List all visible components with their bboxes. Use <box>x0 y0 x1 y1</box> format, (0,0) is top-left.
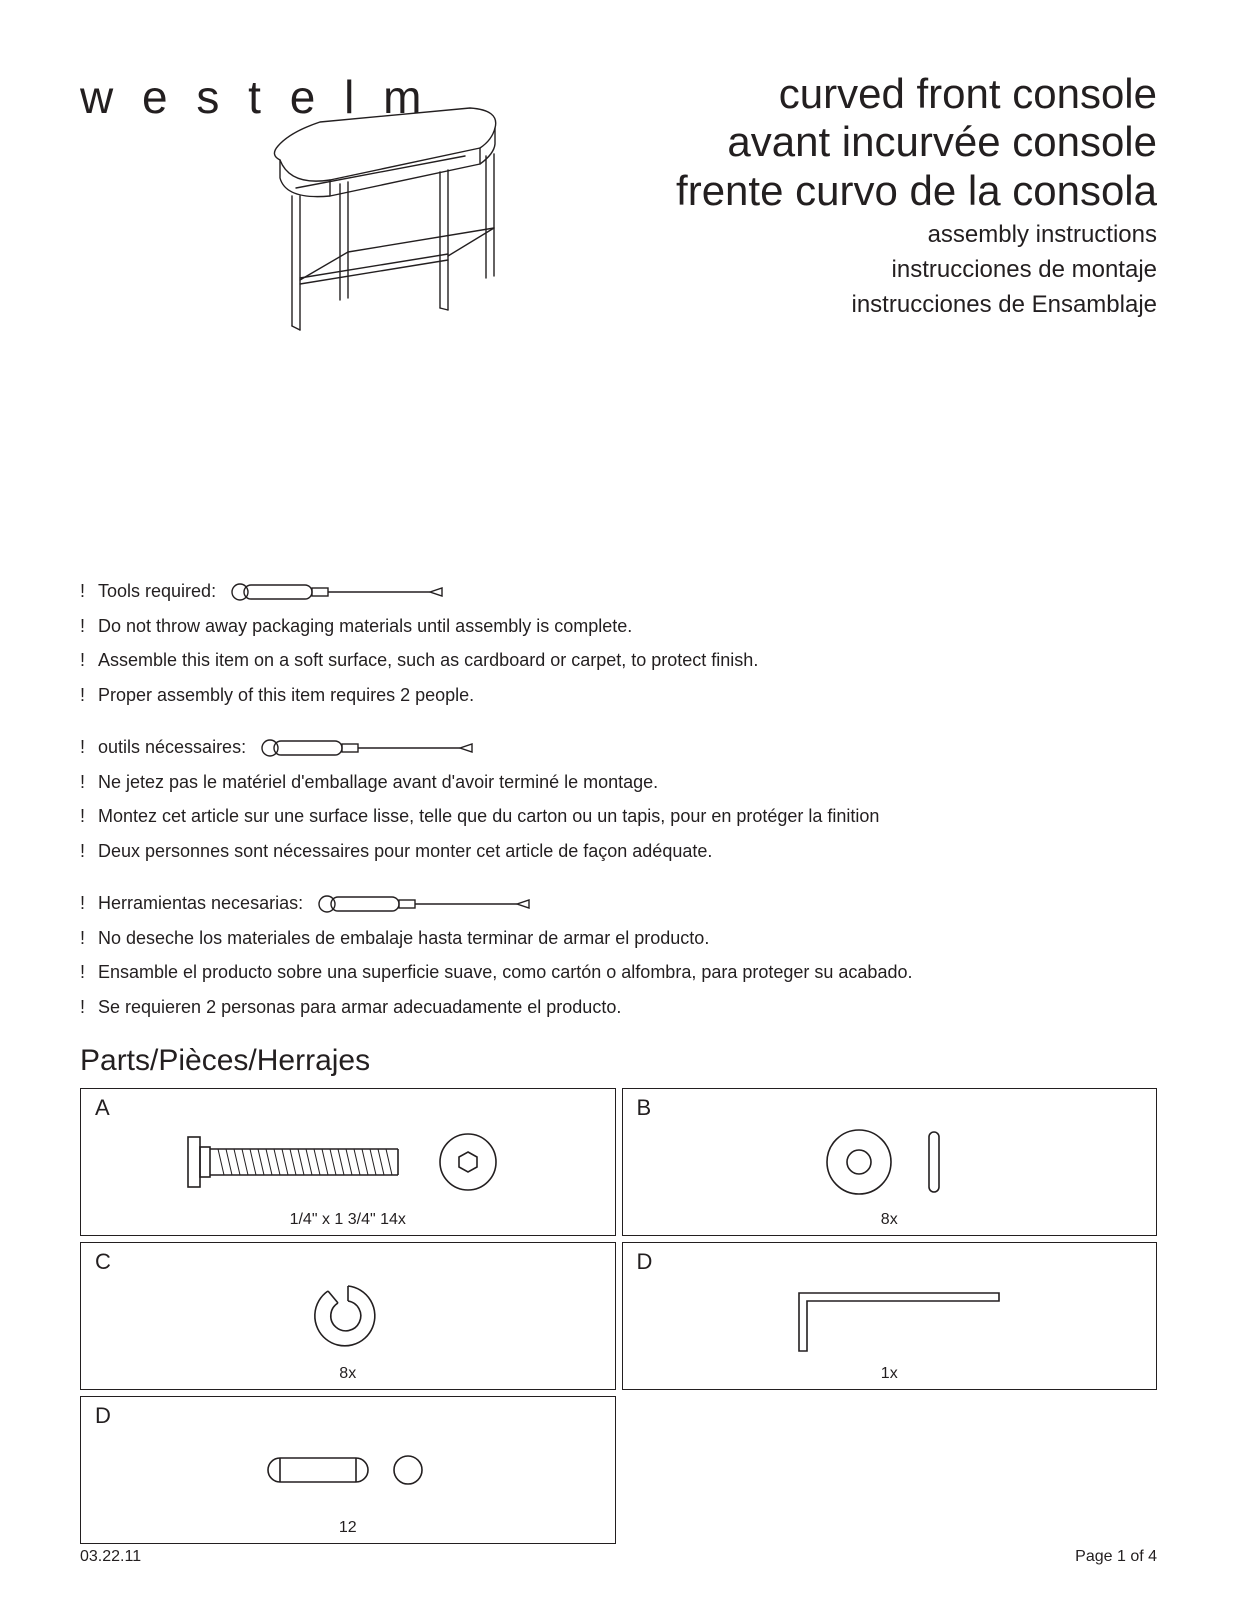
part-d2-illustration <box>228 1430 468 1510</box>
part-a-cell: A <box>80 1088 616 1236</box>
note-en-1-text: Do not throw away packaging materials un… <box>98 615 632 638</box>
note-fr-1-text: Ne jetez pas le matériel d'emballage ava… <box>98 771 658 794</box>
note-en-3-text: Proper assembly of this item requires 2 … <box>98 684 474 707</box>
note-es-1: !No deseche los materiales de embalaje h… <box>80 927 1157 950</box>
subtitle-es: instrucciones de Ensamblaje <box>676 289 1157 320</box>
title-en: curved front console <box>676 70 1157 118</box>
note-en-tools: !Tools required: <box>80 580 1157 603</box>
note-es-1-text: No deseche los materiales de embalaje ha… <box>98 927 709 950</box>
part-c-letter: C <box>95 1249 111 1275</box>
parts-grid: A <box>80 1088 1157 1544</box>
notes-section: !Tools required: !Do not throw away pack… <box>80 580 1157 1018</box>
note-en-3: !Proper assembly of this item requires 2… <box>80 684 1157 707</box>
note-fr-3-text: Deux personnes sont nécessaires pour mon… <box>98 840 712 863</box>
note-fr-2-text: Montez cet article sur une surface lisse… <box>98 805 879 828</box>
part-d-cell: D 1x <box>622 1242 1158 1390</box>
note-fr-1: !Ne jetez pas le matériel d'emballage av… <box>80 771 1157 794</box>
subtitle-fr: instrucciones de montaje <box>676 254 1157 285</box>
subtitle-en: assembly instructions <box>676 219 1157 250</box>
part-c-cell: C 8x <box>80 1242 616 1390</box>
screwdriver-icon <box>260 737 480 759</box>
part-b-cell: B 8x <box>622 1088 1158 1236</box>
note-fr-tools: !outils nécessaires: <box>80 736 1157 759</box>
part-d2-qty: 12 <box>339 1519 357 1537</box>
note-en-2-text: Assemble this item on a soft surface, su… <box>98 649 758 672</box>
note-fr-2: !Montez cet article sur une surface liss… <box>80 805 1157 828</box>
note-es-3: !Se requieren 2 personas para armar adec… <box>80 996 1157 1019</box>
part-d-letter: D <box>637 1249 653 1275</box>
part-b-letter: B <box>637 1095 652 1121</box>
part-d-qty: 1x <box>881 1365 898 1383</box>
part-a-illustration <box>148 1117 548 1207</box>
part-a-qty: 1/4" x 1 3/4" 14x <box>290 1211 406 1229</box>
note-es-2-text: Ensamble el producto sobre una superfici… <box>98 961 912 984</box>
title-es: frente curvo de la consola <box>676 167 1157 215</box>
part-b-illustration <box>779 1117 999 1207</box>
note-en-tools-text: Tools required: <box>98 580 216 603</box>
note-en-1: !Do not throw away packaging materials u… <box>80 615 1157 638</box>
part-c-illustration <box>288 1271 408 1361</box>
part-c-qty: 8x <box>339 1365 356 1383</box>
parts-heading: Parts/Pièces/Herrajes <box>80 1044 1157 1078</box>
note-es-2: !Ensamble el producto sobre una superfic… <box>80 961 1157 984</box>
part-d2-letter: D <box>95 1403 111 1429</box>
note-en-2: !Assemble this item on a soft surface, s… <box>80 649 1157 672</box>
footer-page: Page 1 of 4 <box>1075 1548 1157 1566</box>
screwdriver-icon <box>230 581 450 603</box>
page-footer: 03.22.11 Page 1 of 4 <box>80 1548 1157 1566</box>
footer-date: 03.22.11 <box>80 1548 141 1566</box>
part-d-illustration <box>739 1271 1039 1361</box>
title-block: curved front console avant incurvée cons… <box>676 70 1157 320</box>
note-es-tools: !Herramientas necesarias: <box>80 892 1157 915</box>
screwdriver-icon <box>317 893 537 915</box>
part-d2-cell: D 12 <box>80 1396 616 1544</box>
note-es-tools-text: Herramientas necesarias: <box>98 892 303 915</box>
note-fr-3: !Deux personnes sont nécessaires pour mo… <box>80 840 1157 863</box>
note-fr-tools-text: outils nécessaires: <box>98 736 246 759</box>
part-a-letter: A <box>95 1095 110 1121</box>
note-es-3-text: Se requieren 2 personas para armar adecu… <box>98 996 621 1019</box>
title-fr: avant incurvée console <box>676 118 1157 166</box>
part-b-qty: 8x <box>881 1211 898 1229</box>
console-illustration <box>250 100 550 360</box>
